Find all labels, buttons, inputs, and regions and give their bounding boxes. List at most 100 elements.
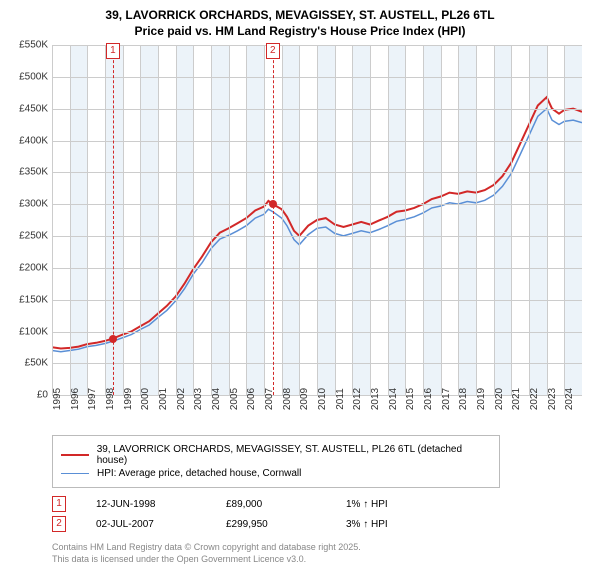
reference-badge: 1 bbox=[106, 43, 120, 59]
reference-row: 2 02-JUL-2007 £299,950 3% ↑ HPI bbox=[52, 516, 592, 532]
legend-swatch bbox=[61, 473, 89, 474]
x-tick-label: 2021 bbox=[511, 388, 522, 410]
gridline-v bbox=[547, 45, 548, 395]
reference-date: 12-JUN-1998 bbox=[96, 499, 196, 510]
y-tick-label: £250K bbox=[19, 231, 48, 242]
reference-marker bbox=[109, 335, 117, 343]
x-tick-label: 2009 bbox=[299, 388, 310, 410]
reference-badge: 2 bbox=[52, 516, 66, 532]
y-tick-label: £550K bbox=[19, 40, 48, 51]
gridline-v bbox=[458, 45, 459, 395]
gridline-v bbox=[105, 45, 106, 395]
gridline-v bbox=[282, 45, 283, 395]
legend-item: HPI: Average price, detached house, Corn… bbox=[61, 468, 491, 479]
x-tick-label: 2018 bbox=[458, 388, 469, 410]
gridline-v bbox=[264, 45, 265, 395]
footer-line-1: Contains HM Land Registry data © Crown c… bbox=[52, 542, 592, 554]
footer: Contains HM Land Registry data © Crown c… bbox=[52, 542, 592, 565]
legend: 39, LAVORRICK ORCHARDS, MEVAGISSEY, ST. … bbox=[52, 435, 500, 488]
reference-price: £299,950 bbox=[226, 519, 316, 530]
gridline-v bbox=[87, 45, 88, 395]
gridline-v bbox=[52, 45, 53, 395]
x-tick-label: 2003 bbox=[193, 388, 204, 410]
legend-label: HPI: Average price, detached house, Corn… bbox=[97, 468, 301, 479]
gridline-v bbox=[511, 45, 512, 395]
legend-item: 39, LAVORRICK ORCHARDS, MEVAGISSEY, ST. … bbox=[61, 444, 491, 466]
chart-title: 39, LAVORRICK ORCHARDS, MEVAGISSEY, ST. … bbox=[8, 8, 592, 39]
gridline-v bbox=[476, 45, 477, 395]
reference-note: 1% ↑ HPI bbox=[346, 499, 388, 510]
x-tick-label: 2017 bbox=[441, 388, 452, 410]
y-tick-label: £0 bbox=[37, 390, 48, 401]
plot-container: £0£50K£100K£150K£200K£250K£300K£350K£400… bbox=[52, 45, 592, 395]
y-tick-label: £500K bbox=[19, 72, 48, 83]
x-tick-label: 2019 bbox=[476, 388, 487, 410]
x-tick-label: 2010 bbox=[317, 388, 328, 410]
x-tick-label: 1999 bbox=[123, 388, 134, 410]
x-tick-label: 1997 bbox=[87, 388, 98, 410]
gridline-v bbox=[299, 45, 300, 395]
y-tick-label: £200K bbox=[19, 262, 48, 273]
x-tick-label: 2022 bbox=[529, 388, 540, 410]
x-tick-label: 2006 bbox=[246, 388, 257, 410]
gridline-v bbox=[423, 45, 424, 395]
gridline-v bbox=[246, 45, 247, 395]
x-tick-label: 2015 bbox=[405, 388, 416, 410]
x-tick-label: 2020 bbox=[494, 388, 505, 410]
x-tick-label: 1998 bbox=[105, 388, 116, 410]
legend-swatch bbox=[61, 454, 89, 456]
x-tick-label: 2004 bbox=[211, 388, 222, 410]
gridline-v bbox=[564, 45, 565, 395]
gridline-v bbox=[405, 45, 406, 395]
reference-row: 1 12-JUN-1998 £89,000 1% ↑ HPI bbox=[52, 496, 592, 512]
x-tick-label: 2000 bbox=[140, 388, 151, 410]
reference-date: 02-JUL-2007 bbox=[96, 519, 196, 530]
gridline-v bbox=[211, 45, 212, 395]
x-tick-label: 2016 bbox=[423, 388, 434, 410]
y-tick-label: £450K bbox=[19, 103, 48, 114]
y-tick-label: £300K bbox=[19, 199, 48, 210]
x-tick-label: 2023 bbox=[547, 388, 558, 410]
x-tick-label: 2014 bbox=[388, 388, 399, 410]
x-tick-label: 2002 bbox=[176, 388, 187, 410]
gridline-v bbox=[70, 45, 71, 395]
gridline-v bbox=[441, 45, 442, 395]
y-tick-label: £50K bbox=[25, 358, 48, 369]
title-line-2: Price paid vs. HM Land Registry's House … bbox=[8, 24, 592, 40]
plot-area: £0£50K£100K£150K£200K£250K£300K£350K£400… bbox=[52, 45, 582, 395]
gridline-v bbox=[158, 45, 159, 395]
gridline-v bbox=[123, 45, 124, 395]
gridline-v bbox=[370, 45, 371, 395]
y-tick-label: £350K bbox=[19, 167, 48, 178]
gridline-v bbox=[317, 45, 318, 395]
reference-table: 1 12-JUN-1998 £89,000 1% ↑ HPI 2 02-JUL-… bbox=[52, 496, 592, 532]
reference-marker bbox=[269, 200, 277, 208]
x-tick-label: 1995 bbox=[52, 388, 63, 410]
reference-line bbox=[113, 45, 114, 395]
gridline-v bbox=[229, 45, 230, 395]
x-tick-label: 2013 bbox=[370, 388, 381, 410]
x-tick-label: 2011 bbox=[335, 388, 346, 410]
y-tick-label: £400K bbox=[19, 135, 48, 146]
gridline-v bbox=[494, 45, 495, 395]
y-tick-label: £150K bbox=[19, 294, 48, 305]
gridline-v bbox=[335, 45, 336, 395]
x-tick-label: 1996 bbox=[70, 388, 81, 410]
gridline-v bbox=[388, 45, 389, 395]
x-tick-label: 2001 bbox=[158, 388, 169, 410]
legend-label: 39, LAVORRICK ORCHARDS, MEVAGISSEY, ST. … bbox=[97, 444, 491, 466]
gridline-v bbox=[140, 45, 141, 395]
gridline-v bbox=[529, 45, 530, 395]
gridline-v bbox=[352, 45, 353, 395]
reference-line bbox=[273, 45, 274, 395]
y-tick-label: £100K bbox=[19, 326, 48, 337]
x-tick-label: 2005 bbox=[229, 388, 240, 410]
gridline-v bbox=[193, 45, 194, 395]
x-tick-label: 2008 bbox=[282, 388, 293, 410]
title-line-1: 39, LAVORRICK ORCHARDS, MEVAGISSEY, ST. … bbox=[8, 8, 592, 24]
reference-badge: 1 bbox=[52, 496, 66, 512]
reference-note: 3% ↑ HPI bbox=[346, 519, 388, 530]
x-tick-label: 2012 bbox=[352, 388, 363, 410]
reference-price: £89,000 bbox=[226, 499, 316, 510]
reference-badge: 2 bbox=[266, 43, 280, 59]
